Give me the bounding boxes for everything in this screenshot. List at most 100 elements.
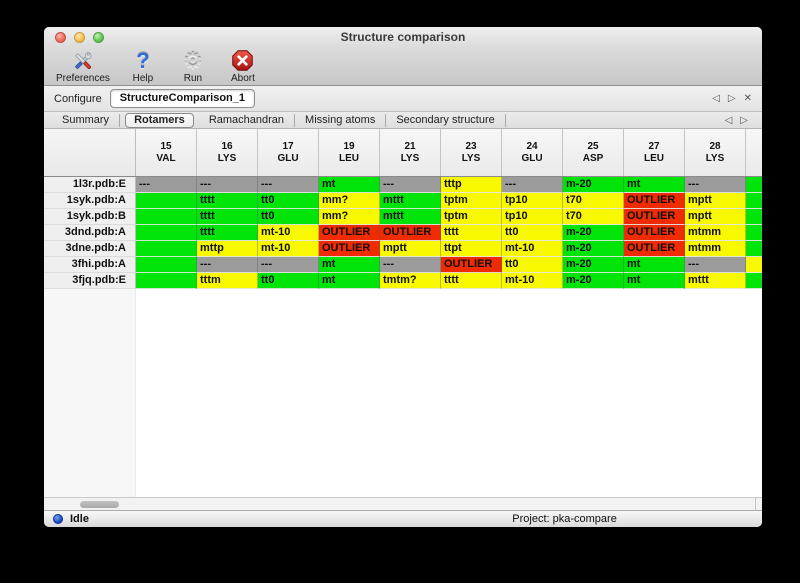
- rotamer-cell[interactable]: tttt: [197, 225, 258, 241]
- close-window-button[interactable]: [55, 32, 66, 43]
- rotamer-cell[interactable]: mttt: [380, 209, 441, 225]
- rotamer-cell[interactable]: tt0: [258, 273, 319, 289]
- rotamer-cell-partial[interactable]: [746, 209, 762, 225]
- help-button[interactable]: ? Help: [126, 48, 160, 85]
- rotamer-cell[interactable]: tp10: [502, 193, 563, 209]
- rotamer-cell[interactable]: m-20: [563, 177, 624, 193]
- column-header[interactable]: 27 LEU: [624, 129, 685, 176]
- rotamer-cell[interactable]: mt: [624, 257, 685, 273]
- tabs-next-button[interactable]: ▷: [740, 114, 748, 126]
- column-header[interactable]: 15 VAL: [136, 129, 197, 176]
- tab-ramachandran[interactable]: Ramachandran: [199, 113, 296, 127]
- rotamer-cell[interactable]: m-20: [563, 273, 624, 289]
- rotamer-cell[interactable]: OUTLIER: [624, 225, 685, 241]
- rotamer-cell[interactable]: tttt: [197, 209, 258, 225]
- rotamer-cell[interactable]: [136, 257, 197, 273]
- rotamer-cell[interactable]: mt-10: [502, 241, 563, 257]
- rotamer-cell[interactable]: mt-10: [258, 241, 319, 257]
- rotamer-cell[interactable]: tp10: [502, 209, 563, 225]
- rotamer-cell[interactable]: ---: [258, 257, 319, 273]
- rotamer-cell-partial[interactable]: [746, 273, 762, 289]
- column-header[interactable]: 16 LYS: [197, 129, 258, 176]
- rotamer-cell[interactable]: mt: [319, 273, 380, 289]
- rotamer-cell[interactable]: tttt: [197, 193, 258, 209]
- rotamer-cell[interactable]: tttt: [441, 225, 502, 241]
- configure-next-button[interactable]: ▷: [727, 93, 736, 104]
- rotamer-cell[interactable]: [136, 241, 197, 257]
- rotamer-cell[interactable]: tmtm?: [380, 273, 441, 289]
- rotamer-cell[interactable]: [136, 193, 197, 209]
- rotamer-cell[interactable]: OUTLIER: [319, 225, 380, 241]
- rotamer-cell[interactable]: ---: [197, 177, 258, 193]
- column-header[interactable]: 28 LYS: [685, 129, 746, 176]
- row-label[interactable]: 1syk.pdb:B: [44, 209, 136, 225]
- rotamer-cell-partial[interactable]: [746, 241, 762, 257]
- rotamer-cell[interactable]: [136, 225, 197, 241]
- minimize-window-button[interactable]: [74, 32, 85, 43]
- rotamer-cell[interactable]: tttm: [197, 273, 258, 289]
- rotamer-cell[interactable]: ---: [685, 177, 746, 193]
- horizontal-scrollbar[interactable]: [44, 497, 762, 510]
- rotamer-cell[interactable]: mtmm: [685, 225, 746, 241]
- column-header[interactable]: 25 ASP: [563, 129, 624, 176]
- rotamer-cell[interactable]: tt0: [502, 257, 563, 273]
- tab-secondary-structure[interactable]: Secondary structure: [386, 113, 506, 127]
- rotamer-cell[interactable]: ---: [685, 257, 746, 273]
- rotamer-cell[interactable]: OUTLIER: [624, 241, 685, 257]
- rotamer-cell[interactable]: ---: [136, 177, 197, 193]
- column-header[interactable]: 17 GLU: [258, 129, 319, 176]
- rotamer-cell[interactable]: tttp: [441, 177, 502, 193]
- row-label[interactable]: 3dne.pdb:A: [44, 241, 136, 257]
- horizontal-scrollbar-thumb[interactable]: [80, 501, 119, 508]
- tab-missing-atoms[interactable]: Missing atoms: [295, 113, 387, 127]
- rotamer-cell[interactable]: ---: [502, 177, 563, 193]
- tab-summary[interactable]: Summary: [52, 113, 121, 127]
- rotamer-cell[interactable]: ---: [258, 177, 319, 193]
- rotamer-cell[interactable]: OUTLIER: [380, 225, 441, 241]
- rotamer-cell-partial[interactable]: [746, 257, 762, 273]
- row-label[interactable]: 3fjq.pdb:E: [44, 273, 136, 289]
- rotamer-cell[interactable]: ---: [197, 257, 258, 273]
- rotamer-cell[interactable]: [136, 273, 197, 289]
- rotamer-cell[interactable]: OUTLIER: [319, 241, 380, 257]
- rotamer-cell[interactable]: [136, 209, 197, 225]
- run-button[interactable]: ⚙ Run: [176, 48, 210, 85]
- rotamer-cell[interactable]: m-20: [563, 241, 624, 257]
- rotamer-cell[interactable]: ttpt: [441, 241, 502, 257]
- rotamer-cell[interactable]: tt0: [502, 225, 563, 241]
- preferences-button[interactable]: Preferences: [56, 48, 110, 84]
- rotamer-cell[interactable]: mptt: [380, 241, 441, 257]
- rotamer-cell[interactable]: tt0: [258, 209, 319, 225]
- rotamer-cell[interactable]: mttt: [685, 273, 746, 289]
- rotamer-cell[interactable]: OUTLIER: [624, 209, 685, 225]
- rotamer-cell-partial[interactable]: [746, 225, 762, 241]
- rotamer-cell-partial[interactable]: [746, 177, 762, 193]
- configure-name-field[interactable]: StructureComparison_1: [109, 89, 256, 108]
- rotamer-cell[interactable]: mm?: [319, 193, 380, 209]
- rotamer-cell[interactable]: m-20: [563, 225, 624, 241]
- column-header[interactable]: 24 GLU: [502, 129, 563, 176]
- rotamer-cell[interactable]: OUTLIER: [624, 193, 685, 209]
- rotamer-cell[interactable]: mt: [624, 273, 685, 289]
- rotamer-cell[interactable]: OUTLIER: [441, 257, 502, 273]
- row-label[interactable]: 1syk.pdb:A: [44, 193, 136, 209]
- row-label[interactable]: 3dnd.pdb:A: [44, 225, 136, 241]
- rotamer-cell-partial[interactable]: [746, 193, 762, 209]
- rotamer-cell[interactable]: mptt: [685, 193, 746, 209]
- rotamer-cell[interactable]: mm?: [319, 209, 380, 225]
- rotamer-cell[interactable]: mtmm: [685, 241, 746, 257]
- row-label[interactable]: 1l3r.pdb:E: [44, 177, 136, 193]
- column-header[interactable]: 19 LEU: [319, 129, 380, 176]
- rotamer-cell[interactable]: m-20: [563, 257, 624, 273]
- row-label[interactable]: 3fhi.pdb:A: [44, 257, 136, 273]
- configure-prev-button[interactable]: ◁: [712, 93, 720, 104]
- rotamer-cell[interactable]: mt: [319, 257, 380, 273]
- rotamer-cell[interactable]: mt: [319, 177, 380, 193]
- rotamer-cell[interactable]: ---: [380, 257, 441, 273]
- rotamer-cell[interactable]: mptt: [685, 209, 746, 225]
- rotamer-cell[interactable]: mt-10: [502, 273, 563, 289]
- rotamer-cell[interactable]: mt: [624, 177, 685, 193]
- rotamer-cell[interactable]: t70: [563, 193, 624, 209]
- zoom-window-button[interactable]: [93, 32, 104, 43]
- rotamer-cell[interactable]: tttt: [441, 273, 502, 289]
